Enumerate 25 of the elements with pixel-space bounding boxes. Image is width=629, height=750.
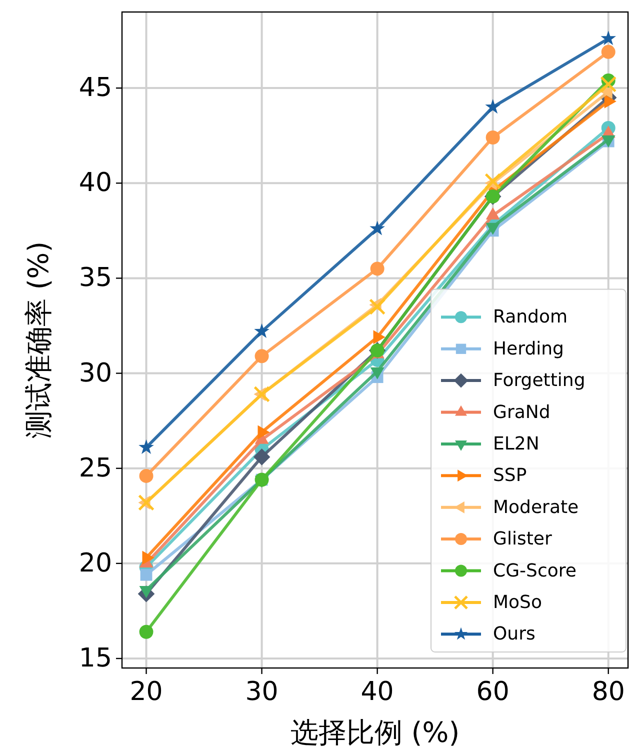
legend-label: GraNd <box>493 402 550 423</box>
legend-label: Random <box>493 306 568 328</box>
y-axis-title: 测试准确率 (%) <box>22 241 55 439</box>
x-tick-label: 40 <box>360 677 394 707</box>
legend-label: CG-Score <box>493 560 576 582</box>
y-tick-label: 45 <box>78 73 112 104</box>
x-tick-label: 80 <box>592 677 625 707</box>
x-tick-label: 60 <box>476 677 510 707</box>
y-tick-label: 25 <box>78 453 112 484</box>
legend-label: Herding <box>493 338 564 360</box>
legend-label: MoSo <box>493 592 542 613</box>
x-tick-label: 20 <box>130 677 163 707</box>
legend-label: Ours <box>493 624 536 645</box>
y-tick-label: 40 <box>78 168 112 198</box>
legend-label: EL2N <box>493 433 540 454</box>
x-axis-title: 选择比例 (%) <box>290 716 460 749</box>
legend-label: Glister <box>493 528 552 550</box>
legend-label: SSP <box>493 465 527 486</box>
legend-label: Moderate <box>493 496 579 518</box>
legend-label: Forgetting <box>493 370 586 392</box>
y-tick-label: 15 <box>78 643 112 674</box>
y-tick-label: 20 <box>78 548 112 578</box>
y-tick-label: 35 <box>78 263 112 294</box>
y-tick-label: 30 <box>78 358 112 388</box>
x-tick-label: 30 <box>245 677 278 707</box>
